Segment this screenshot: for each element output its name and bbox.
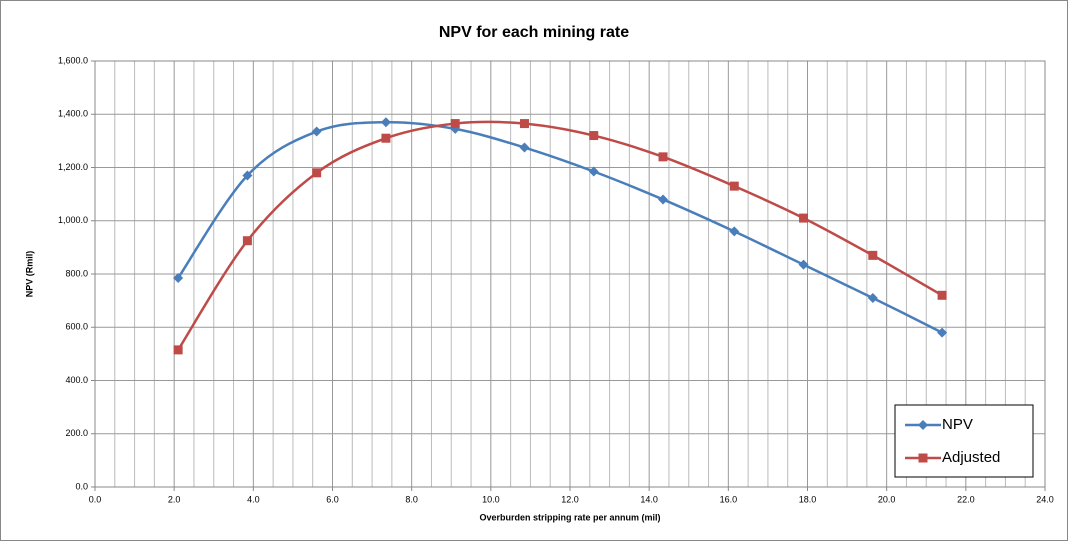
y-axis-title: NPV (Rmil) xyxy=(24,251,34,298)
marker xyxy=(937,327,948,338)
x-tick-label: 4.0 xyxy=(247,494,260,504)
marker xyxy=(381,133,391,143)
y-tick-label: 600.0 xyxy=(65,322,88,332)
y-tick-label: 1,000.0 xyxy=(58,215,88,225)
y-tick-label: 1,400.0 xyxy=(58,109,88,119)
marker xyxy=(658,194,669,205)
x-tick-label: 10.0 xyxy=(482,494,500,504)
x-tick-label: 8.0 xyxy=(405,494,418,504)
marker xyxy=(868,250,878,260)
y-tick-label: 800.0 xyxy=(65,268,88,278)
y-tick-label: 200.0 xyxy=(65,428,88,438)
marker xyxy=(729,181,739,191)
marker xyxy=(799,213,809,223)
marker xyxy=(519,142,530,153)
marker xyxy=(380,117,391,128)
marker xyxy=(242,236,252,246)
x-tick-label: 18.0 xyxy=(799,494,817,504)
marker xyxy=(918,453,928,463)
y-tick-label: 1,200.0 xyxy=(58,162,88,172)
x-axis-title: Overburden stripping rate per annum (mil… xyxy=(479,512,660,522)
marker xyxy=(798,259,809,270)
x-tick-label: 14.0 xyxy=(640,494,658,504)
y-tick-label: 1,600.0 xyxy=(58,55,88,65)
x-tick-label: 12.0 xyxy=(561,494,579,504)
marker xyxy=(937,290,947,300)
legend-box xyxy=(894,404,1034,478)
x-tick-label: 6.0 xyxy=(326,494,339,504)
legend-label: NPV xyxy=(942,416,973,433)
x-tick-label: 24.0 xyxy=(1036,494,1054,504)
chart-title: NPV for each mining rate xyxy=(439,24,629,41)
marker xyxy=(588,166,599,177)
marker xyxy=(519,119,529,129)
marker xyxy=(729,226,740,237)
x-tick-label: 2.0 xyxy=(168,494,181,504)
marker xyxy=(173,345,183,355)
plot xyxy=(173,117,948,355)
marker xyxy=(312,168,322,178)
x-tick-label: 20.0 xyxy=(878,494,896,504)
marker xyxy=(450,119,460,129)
legend: NPV Adjusted xyxy=(894,404,1034,478)
y-tick-label: 400.0 xyxy=(65,375,88,385)
x-tick-label: 22.0 xyxy=(957,494,975,504)
marker xyxy=(918,420,928,430)
marker xyxy=(311,126,322,137)
marker xyxy=(867,292,878,303)
legend-label: Adjusted xyxy=(942,449,1000,466)
marker xyxy=(242,170,253,181)
marker xyxy=(173,272,184,283)
marker xyxy=(658,152,668,162)
y-tick-label: 0.0 xyxy=(75,481,88,491)
marker xyxy=(589,131,599,141)
x-tick-label: 16.0 xyxy=(720,494,738,504)
plot-border xyxy=(94,60,1046,488)
x-tick-label: 0.0 xyxy=(89,494,102,504)
